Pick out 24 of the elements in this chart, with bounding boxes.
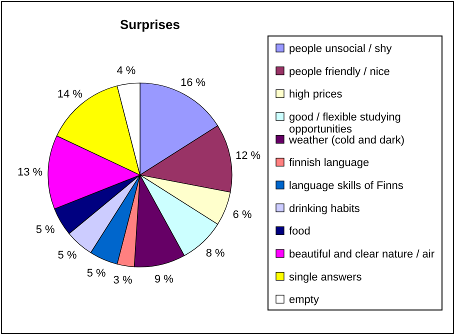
data-label: 5 % [58, 250, 77, 262]
legend-label: finnish language [289, 157, 370, 170]
legend-label: single answers [289, 271, 362, 284]
legend-label: high prices [289, 88, 343, 101]
data-label: 4 % [116, 64, 136, 77]
chart-title: Surprises [120, 17, 180, 32]
data-label: 8 % [206, 247, 225, 260]
legend-label: language skills of Finns [289, 180, 404, 192]
data-label: 6 % [232, 209, 252, 222]
data-label: 5 % [36, 224, 56, 236]
data-label: 3 % [113, 274, 132, 287]
legend-label: people unsocial / shy [289, 43, 392, 55]
legend-label: empty [289, 294, 320, 306]
legend-label: drinking habits [289, 202, 360, 215]
data-label: 12 % [236, 150, 261, 162]
data-label: 13 % [18, 166, 43, 179]
legend-label: beautiful and clear nature / air [289, 248, 435, 260]
data-label: 5 % [86, 267, 106, 280]
legend-label: people friendly / nice [289, 66, 390, 78]
data-label: 9 % [154, 273, 174, 286]
legend-label: food [289, 226, 310, 238]
data-label: 16 % [180, 77, 206, 90]
legend-label: weather (cold and dark) [288, 134, 405, 146]
data-label: 14 % [57, 88, 83, 100]
